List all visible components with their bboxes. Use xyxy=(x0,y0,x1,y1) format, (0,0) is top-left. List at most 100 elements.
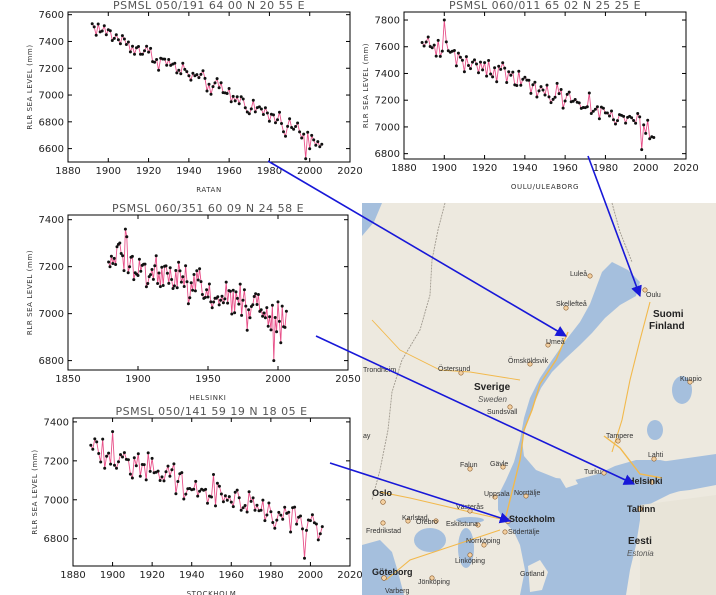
oulu-data-point xyxy=(442,18,446,22)
oulu-data-point xyxy=(646,118,650,122)
helsinki-data-point xyxy=(137,257,141,261)
stockholm-data-point xyxy=(289,530,293,534)
stockholm-data-point xyxy=(150,456,154,460)
stockholm-data-point xyxy=(287,510,291,514)
helsinki-data-point xyxy=(191,288,195,292)
oulu-data-point xyxy=(624,121,628,125)
stockholm-data-point xyxy=(198,489,202,493)
oulu-ytick-label: 7200 xyxy=(375,96,400,107)
oulu-data-point xyxy=(636,112,640,115)
oulu-data-point xyxy=(587,91,591,95)
ratan-xtick-label: 2000 xyxy=(297,166,322,177)
ratan-data-point xyxy=(213,81,217,85)
helsinki-data-point xyxy=(226,301,230,305)
helsinki-data-point xyxy=(177,260,181,264)
stockholm-data-point xyxy=(111,430,115,434)
helsinki-xtick-label: 1950 xyxy=(195,374,220,385)
oulu-data-point xyxy=(460,58,464,62)
oulu-data-point xyxy=(597,117,601,121)
oulu-data-point xyxy=(434,54,438,58)
ratan-data-point xyxy=(181,61,185,65)
ratan-data-point xyxy=(153,60,157,64)
oulu-data-point xyxy=(452,49,456,52)
helsinki-data-point xyxy=(119,252,123,255)
helsinki-title: PSMSL 060/351 60 09 N 24 58 E xyxy=(112,202,304,215)
oulu-data-point xyxy=(557,92,561,96)
ratan-data-point xyxy=(314,143,318,147)
helsinki-data-point xyxy=(245,328,249,332)
stockholm-data-point xyxy=(251,496,255,500)
oulu-data-point xyxy=(652,136,656,139)
stockholm-data-point xyxy=(91,447,95,451)
stockholm-data-point xyxy=(275,518,279,522)
sweden-finland-border xyxy=(611,202,633,263)
ratan-ytick-label: 7000 xyxy=(39,91,64,102)
helsinki-data-point xyxy=(188,296,192,300)
helsinki-data-point xyxy=(198,267,202,271)
stockholm-series-line xyxy=(90,431,323,559)
aland-island xyxy=(560,474,578,488)
stockholm-data-point xyxy=(142,463,146,467)
ratan-xtick-label: 1900 xyxy=(96,166,121,177)
stockholm-data-point xyxy=(115,466,118,470)
stockholm-data-point xyxy=(166,464,170,468)
helsinki-data-point xyxy=(269,328,273,332)
helsinki-data-point xyxy=(126,271,130,275)
ratan-data-point xyxy=(267,119,271,123)
helsinki-data-point xyxy=(182,285,186,288)
city-oslo: Oslo xyxy=(372,488,393,498)
helsinki-data-point xyxy=(266,324,270,328)
ratan-data-point xyxy=(143,49,146,53)
stockholm-xtick-label: 1920 xyxy=(139,570,164,581)
helsinki-data-point xyxy=(205,288,209,292)
ratan-data-point xyxy=(225,92,229,95)
helsinki-xtick-label: 1850 xyxy=(55,374,80,385)
oulu-data-point xyxy=(521,77,525,81)
helsinki-data-point xyxy=(244,304,248,308)
oulu-data-point xyxy=(547,95,551,99)
ratan-data-point xyxy=(310,133,314,137)
stockholm-data-point xyxy=(176,480,180,483)
stockholm-plot-frame xyxy=(72,417,351,567)
ratan-data-point xyxy=(114,33,118,37)
stockholm-data-point xyxy=(223,494,227,498)
helsinki-data-point xyxy=(273,316,277,319)
ratan-data-point xyxy=(239,95,243,99)
helsinki-data-point xyxy=(164,264,168,268)
oulu-data-point xyxy=(648,137,652,141)
oulu-data-point xyxy=(481,68,485,72)
stockholm-data-point xyxy=(303,556,306,560)
oulu-data-point xyxy=(553,95,557,99)
ratan-data-point xyxy=(263,106,267,110)
oulu-xlabel: OULU/ULEABORG xyxy=(511,183,579,191)
helsinki-data-point xyxy=(136,274,140,277)
stockholm-data-point xyxy=(192,487,196,491)
ratan-data-point xyxy=(149,46,153,50)
stockholm-data-point xyxy=(122,451,126,455)
stockholm-ylabel: RLR SEA LEVEL (mm) xyxy=(31,449,39,534)
road-finland-north xyxy=(611,301,651,453)
helsinki-data-point xyxy=(165,271,169,275)
helsinki-data-point xyxy=(270,303,274,307)
ratan-data-point xyxy=(241,97,245,101)
stockholm-data-point xyxy=(283,505,287,509)
helsinki-data-point xyxy=(247,308,251,312)
stockholm-data-point xyxy=(271,521,275,524)
stockholm-data-point xyxy=(184,492,188,496)
oulu-data-point xyxy=(509,73,513,77)
helsinki-data-point xyxy=(256,293,260,296)
stockholm-data-point xyxy=(320,525,324,529)
helsinki-data-point xyxy=(212,300,216,304)
ratan-xtick-label: 2020 xyxy=(337,166,362,177)
city-dot-uppsala xyxy=(492,494,498,500)
stockholm-data-point xyxy=(138,474,142,478)
oulu-data-point xyxy=(430,46,434,50)
oulu-data-point xyxy=(477,71,480,75)
oulu-xtick-label: 1980 xyxy=(593,163,618,174)
stockholm-data-point xyxy=(241,506,245,510)
stockholm-data-point xyxy=(265,513,269,517)
ratan-data-point xyxy=(251,98,255,102)
oulu-data-point xyxy=(533,80,537,84)
oulu-data-point xyxy=(469,67,472,71)
helsinki-data-point xyxy=(160,265,164,269)
